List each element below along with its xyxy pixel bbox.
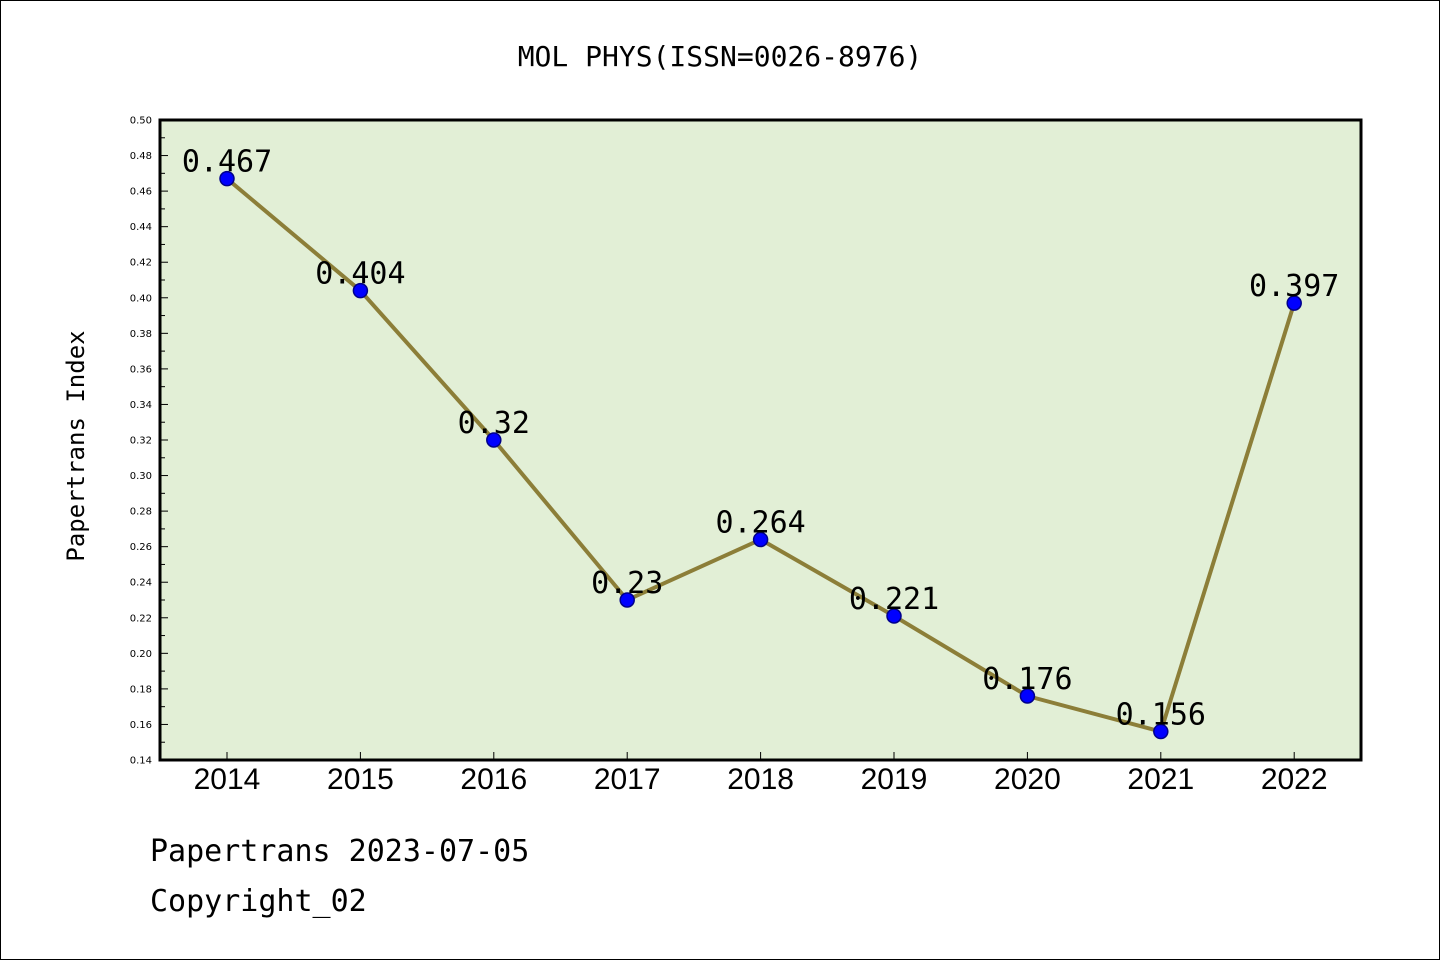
footer-copyright: Copyright_02: [150, 884, 367, 919]
y-tick-label: 0.40: [130, 293, 152, 304]
data-label: 0.32: [458, 406, 530, 441]
y-tick-label: 0.42: [130, 258, 152, 269]
y-tick-label: 0.14: [130, 756, 152, 767]
data-label: 0.156: [1116, 698, 1206, 733]
y-axis: 0.14 0.16 0.18 0.20 0.22 0.24 0.26 0.28 0.30 0.32…: [130, 116, 168, 767]
x-tick-label: 2015: [327, 763, 394, 796]
x-tick-label: 2020: [994, 763, 1061, 796]
data-label: 0.467: [182, 145, 272, 180]
y-axis-label: Papertrans Index: [62, 330, 90, 561]
data-labels: 0.467 0.404 0.32 0.23 0.264 0.221 0.176 0.156 0.…: [182, 145, 1340, 733]
data-point: [1286, 295, 1302, 311]
x-tick-label: 2019: [861, 763, 928, 796]
data-point: [486, 432, 502, 448]
chart-title: MOL PHYS(ISSN=0026-8976): [518, 40, 923, 73]
data-point: [1153, 723, 1169, 740]
y-tick-label: 0.28: [130, 507, 152, 518]
x-tick-label: 2017: [594, 763, 661, 796]
x-tick-label: 2021: [1127, 763, 1194, 796]
y-tick-label: 0.36: [130, 364, 152, 375]
x-tick-label: 2018: [727, 763, 794, 796]
x-tick-label: 2016: [460, 763, 527, 796]
y-tick-label: 0.50: [130, 116, 152, 127]
data-point: [886, 608, 902, 624]
data-point: [619, 592, 635, 608]
y-tick-label: 0.24: [130, 578, 152, 589]
x-tick-label: 2022: [1261, 763, 1328, 796]
x-tick-label: 2014: [194, 763, 261, 796]
y-tick-label: 0.16: [130, 720, 152, 731]
x-axis: 2014 2015 2016 2017 2018 2019 2020 2021 2022: [194, 752, 1328, 796]
data-label: 0.176: [982, 662, 1072, 697]
data-label: 0.397: [1249, 269, 1339, 304]
data-label: 0.23: [591, 566, 663, 601]
series-line: [219, 170, 1302, 740]
plot-area: [158, 118, 1363, 762]
y-tick-label: 0.38: [130, 329, 152, 340]
y-tick-label: 0.22: [130, 613, 152, 624]
y-tick-label: 0.30: [130, 471, 152, 482]
data-point: [352, 282, 369, 299]
y-tick-label: 0.46: [130, 187, 152, 198]
y-tick-label: 0.18: [130, 684, 152, 695]
y-tick-label: 0.44: [130, 222, 152, 233]
footer-date: Papertrans 2023-07-05: [150, 834, 530, 869]
y-tick-label: 0.48: [130, 151, 152, 162]
y-tick-label: 0.34: [130, 400, 152, 411]
y-tick-label: 0.26: [130, 542, 152, 553]
data-point: [752, 531, 769, 548]
data-label: 0.404: [315, 257, 405, 292]
data-label: 0.221: [849, 582, 939, 617]
data-point: [219, 170, 235, 187]
data-label: 0.264: [715, 506, 805, 541]
y-tick-label: 0.32: [130, 436, 152, 447]
data-point: [1019, 688, 1036, 704]
y-tick-label: 0.20: [130, 649, 152, 660]
